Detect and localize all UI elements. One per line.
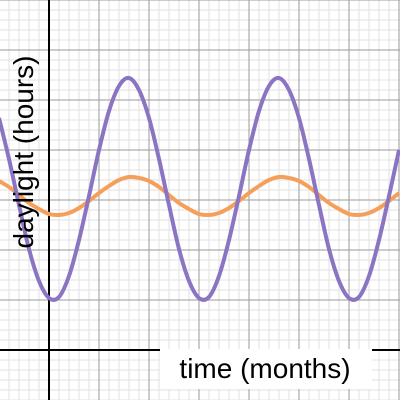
series-line [0, 174, 400, 218]
y-axis-title: daylight (hours) [8, 56, 39, 249]
plot [0, 75, 400, 302]
label-background [160, 349, 372, 389]
series-line [0, 75, 400, 302]
x-axis-title: time (months) [179, 353, 350, 384]
